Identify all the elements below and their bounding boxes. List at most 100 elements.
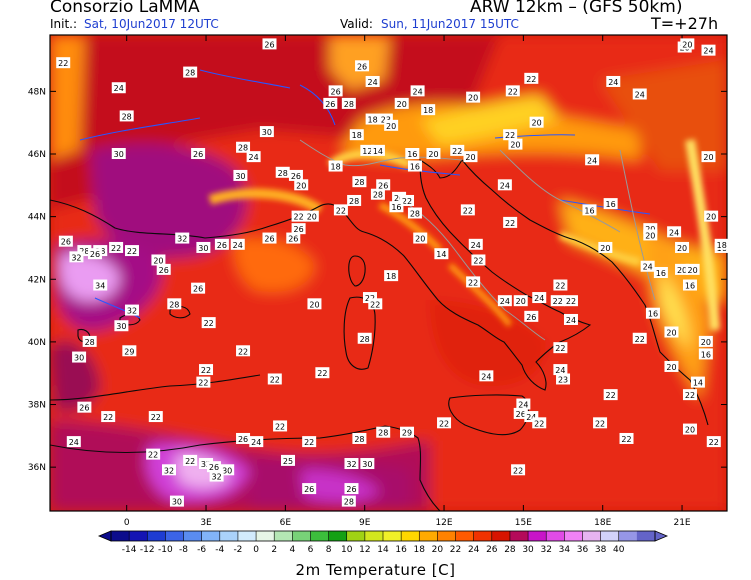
temperature-value: 20 (664, 326, 679, 338)
temperature-value: 22 (563, 295, 578, 307)
init-value: Sat, 10Jun2017 12UTC (84, 17, 219, 31)
svg-text:26: 26 (159, 266, 169, 275)
svg-text:22: 22 (275, 422, 285, 431)
svg-text:16: 16 (407, 150, 417, 159)
svg-text:18: 18 (368, 116, 378, 125)
lat-label: 46N (28, 150, 46, 160)
colorbar-label: 0 (253, 545, 259, 555)
temperature-value: 18 (328, 160, 343, 172)
svg-text:26: 26 (217, 241, 227, 250)
lon-label: 6E (280, 518, 292, 528)
temperature-value: 18 (384, 270, 399, 282)
svg-text:20: 20 (397, 100, 407, 109)
temperature-value: 20 (394, 97, 409, 109)
colorbar-label: -12 (140, 545, 155, 555)
svg-text:29: 29 (124, 347, 134, 356)
temperature-value: 22 (196, 376, 211, 388)
svg-text:22: 22 (336, 206, 346, 215)
temperature-value: 30 (111, 148, 126, 159)
svg-text:22: 22 (317, 369, 327, 378)
svg-text:24: 24 (471, 241, 481, 250)
temperature-value: 24 (563, 313, 578, 325)
svg-text:20: 20 (666, 363, 676, 372)
temperature-value: 20 (643, 229, 658, 241)
latitude-axis: 48N 46N 44N 42N 40N 38N 36N (28, 87, 727, 473)
temperature-value: 26 (236, 432, 251, 444)
temperature-value: 20 (151, 254, 166, 266)
temperature-value: 24 (585, 154, 600, 166)
svg-text:32: 32 (177, 235, 187, 244)
colorbar-label: 28 (504, 545, 516, 555)
svg-text:24: 24 (69, 438, 79, 447)
temperature-value: 22 (706, 436, 721, 448)
temperature-value: 24 (701, 44, 716, 56)
colorbar-high-arrow (654, 530, 669, 542)
temperature-value: 26 (513, 407, 528, 419)
temperature-value: 20 (413, 232, 428, 244)
temperature-value: 22 (460, 204, 475, 216)
svg-text:20: 20 (532, 119, 542, 128)
svg-text:32: 32 (164, 466, 174, 475)
svg-text:22: 22 (238, 347, 248, 356)
svg-text:22: 22 (370, 300, 380, 309)
temperature-value: 26 (191, 282, 206, 294)
temperature-value: 22 (550, 295, 565, 307)
svg-text:28: 28 (344, 100, 354, 109)
temperature-value: 20 (675, 263, 690, 275)
temperature-value: 18 (714, 238, 729, 250)
temperature-value: 26 (291, 223, 306, 235)
temperature-value: 26 (524, 310, 539, 322)
colorbar-swatch (274, 531, 293, 541)
temperature-value: 24 (246, 151, 261, 163)
temperature-value: 14 (434, 248, 449, 259)
temperature-value: 32 (209, 470, 224, 482)
svg-text:24: 24 (518, 401, 528, 410)
svg-text:20: 20 (428, 150, 438, 159)
temperature-value: 22 (201, 317, 216, 329)
svg-text:24: 24 (587, 156, 597, 165)
temperature-value: 26 (355, 60, 370, 72)
svg-text:22: 22 (606, 391, 616, 400)
temperature-labels: 2224282626262424202222242420242028302628… (56, 38, 729, 507)
colorbar-swatch (328, 531, 348, 541)
temperature-value: 30 (72, 351, 87, 363)
svg-text:22: 22 (468, 278, 478, 287)
temperature-value: 28 (167, 298, 182, 310)
svg-text:30: 30 (172, 498, 182, 507)
svg-text:24: 24 (555, 366, 565, 375)
svg-text:24: 24 (368, 78, 378, 87)
svg-text:30: 30 (116, 322, 126, 331)
svg-text:22: 22 (185, 457, 195, 466)
svg-text:22: 22 (463, 206, 473, 215)
temperature-value: 18 (349, 129, 364, 141)
svg-text:22: 22 (513, 466, 523, 475)
temperature-value: 20 (304, 210, 319, 222)
temperature-value: 32 (124, 304, 139, 316)
svg-text:26: 26 (331, 87, 341, 96)
svg-text:16: 16 (606, 200, 616, 209)
temperature-value: 26 (328, 85, 343, 97)
temperature-value: 24 (524, 411, 539, 423)
svg-text:30: 30 (262, 128, 272, 137)
svg-text:28: 28 (349, 197, 359, 206)
svg-text:26: 26 (288, 235, 298, 244)
temperature-value: 22 (56, 57, 71, 69)
svg-text:28: 28 (85, 338, 95, 347)
svg-text:14: 14 (373, 147, 383, 156)
temperature-value: 30 (114, 320, 129, 332)
temperature-value: 16 (603, 198, 618, 210)
temperature-value: 26 (323, 97, 338, 109)
temperature-value: 24 (111, 82, 126, 94)
temperature-value: 22 (524, 72, 539, 84)
svg-text:24: 24 (233, 241, 243, 250)
colorbar-label: 34 (559, 545, 571, 555)
temperature-value: 24 (468, 238, 483, 250)
svg-text:18: 18 (386, 272, 396, 281)
colorbar-label: 14 (377, 545, 389, 555)
temperature-value: 23 (556, 373, 571, 385)
lon-label: 15E (515, 518, 532, 528)
temperature-value: 28 (77, 245, 92, 257)
svg-text:28: 28 (410, 210, 420, 219)
temperature-value: 22 (471, 254, 486, 266)
valid-value: Sun, 11Jun2017 15UTC (381, 17, 519, 31)
